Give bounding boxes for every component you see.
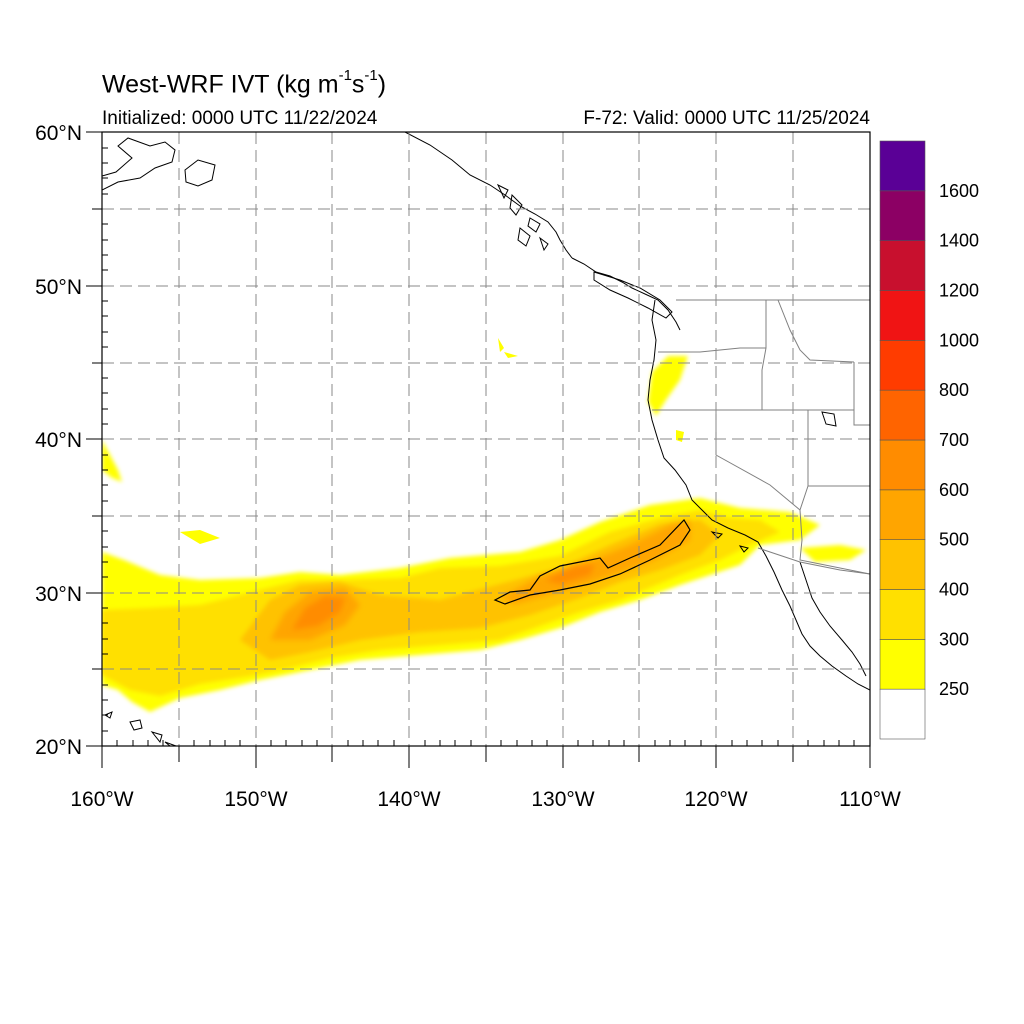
colorbar-label: 600 [939,480,969,500]
id-border [761,300,767,410]
alaska-coast-west [102,137,176,191]
ivt-core-contour [493,519,691,605]
ivt-contour-400 [240,520,720,660]
ivt-blob-3 [676,430,684,442]
or-wa-border [658,347,766,353]
map-title: West-WRF IVT (kg m-1s-1) [102,67,387,99]
state-boundaries [652,299,870,575]
wy-border [853,362,870,426]
colorbar-box [879,290,926,341]
colorbar-label: 1000 [939,330,979,350]
az-border [799,485,870,575]
initialized-time: Initialized: 0000 UTC 11/22/2024 [102,108,378,129]
valid-time: F-72: Valid: 0000 UTC 11/25/2024 [583,108,870,129]
ivt-blob-2 [504,352,518,358]
colorbar-box [879,140,926,192]
channel-islands [710,531,749,553]
lon-label-130w: 130°W [531,788,594,811]
mt-border [777,299,855,363]
colorbar-box [879,539,926,590]
colorbar-label: 1600 [939,181,979,201]
colorbar-box [879,340,926,391]
lon-ticks [101,746,871,768]
lon-label-110w: 110°W [839,788,901,811]
minor-lon-ticks [116,740,855,746]
colorbar: 250 300 400 500 600 700 800 1000 1200 1400 1600 [879,140,979,740]
alaska-panhandle [404,132,573,259]
colorbar-label: 1200 [939,281,979,301]
colorbar-box [879,639,926,690]
ivt-contour-600-east [545,564,595,584]
ivt-blob-4 [180,530,220,544]
colorbar-label: 1400 [939,231,979,251]
lon-label-160w: 160°W [70,788,133,811]
ca-nv-border [715,410,801,511]
ivt-contour-500-east [500,520,690,604]
lon-label-140w: 140°W [377,788,440,811]
colorbar-label: 400 [939,580,969,600]
coastlines [102,132,870,746]
ivt-blob-1 [498,338,504,352]
lat-ticks [86,131,102,747]
colorbar-label: 500 [939,530,969,550]
kodiak-island [184,159,216,187]
vancouver-island [593,271,673,319]
lake-michigan-west [821,411,837,427]
colorbar-box [879,389,926,441]
baja-gulf-coast [799,561,867,677]
lat-label-60: 60°N [35,122,82,145]
lon-label-120w: 120°W [684,788,747,811]
nv-ut-border [807,410,870,487]
colorbar-label: 250 [939,679,969,699]
lat-label-30: 30°N [35,583,82,606]
ivt-contour-250-east [800,545,866,562]
minor-lat-ticks [102,147,108,732]
colorbar-box [879,589,926,640]
colorbar-box [879,439,926,491]
bc-coast [571,257,681,331]
colorbar-box [879,190,926,241]
gridlines [102,132,870,746]
ivt-contour-250-coast [648,356,688,416]
us-mexico-border [757,547,870,575]
colorbar-box [879,240,926,291]
panhandle-islands [496,183,549,252]
us-west-coast [647,299,870,691]
hawaii-islands [103,711,177,746]
colorbar-label: 300 [939,629,969,649]
colorbar-box [879,688,926,740]
colorbar-box [879,489,926,540]
colorbar-label: 800 [939,380,969,400]
ivt-shading [102,338,866,712]
colorbar-label: 700 [939,430,969,450]
lat-label-20: 20°N [35,736,82,759]
lat-label-40: 40°N [35,429,82,452]
lat-label-50: 50°N [35,276,82,299]
ivt-contour-250-north [102,440,122,482]
lon-label-150w: 150°W [224,788,287,811]
